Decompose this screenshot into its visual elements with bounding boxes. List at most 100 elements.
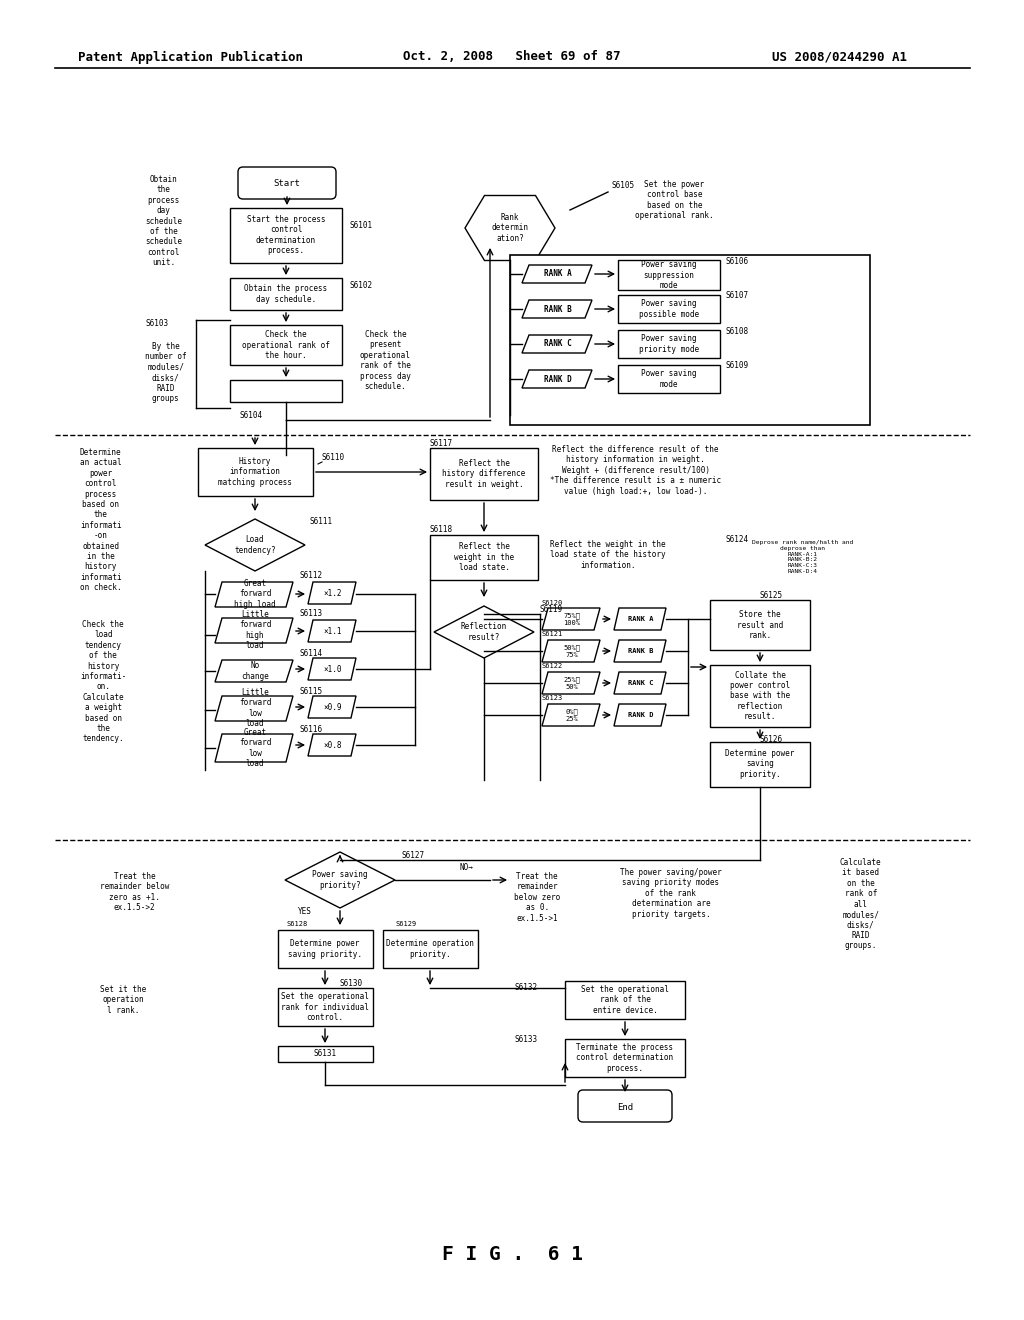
Text: Great
forward
high load: Great forward high load — [234, 579, 275, 609]
Text: RANK A: RANK A — [544, 269, 571, 279]
FancyBboxPatch shape — [618, 330, 720, 358]
Text: ×1.1: ×1.1 — [324, 627, 342, 635]
Text: Set the operational
rank of the
entire device.: Set the operational rank of the entire d… — [581, 985, 669, 1015]
Text: 50%～
75%: 50%～ 75% — [563, 644, 581, 657]
Text: End: End — [616, 1102, 633, 1111]
Text: Determine power
saving priority.: Determine power saving priority. — [288, 940, 362, 958]
Text: S6126: S6126 — [760, 735, 783, 744]
Polygon shape — [215, 696, 293, 721]
Text: Set the power
control base
based on the
operational rank.: Set the power control base based on the … — [635, 180, 714, 220]
FancyBboxPatch shape — [230, 279, 342, 310]
Text: S6111: S6111 — [310, 517, 333, 527]
Polygon shape — [434, 606, 534, 657]
Text: US 2008/0244290 A1: US 2008/0244290 A1 — [772, 50, 907, 63]
Text: Start: Start — [273, 178, 300, 187]
Text: Power saving
suppression
mode: Power saving suppression mode — [641, 260, 696, 290]
Text: Check the
load
tendency
of the
history
informati-
on.
Calculate
a weight
based o: Check the load tendency of the history i… — [80, 620, 126, 743]
Text: Determine operation
priority.: Determine operation priority. — [386, 940, 474, 958]
Text: S6133: S6133 — [515, 1035, 538, 1044]
Text: S6116: S6116 — [300, 726, 324, 734]
Polygon shape — [308, 734, 356, 756]
Text: Set the operational
rank for individual
control.: Set the operational rank for individual … — [281, 993, 369, 1022]
Text: S6115: S6115 — [300, 688, 324, 697]
FancyBboxPatch shape — [383, 931, 478, 968]
FancyBboxPatch shape — [430, 535, 538, 579]
FancyBboxPatch shape — [510, 255, 870, 425]
Text: Treat the
remainder below
zero as +1.
ex.1.5->2: Treat the remainder below zero as +1. ex… — [100, 873, 169, 912]
Text: S6132: S6132 — [515, 983, 538, 993]
Polygon shape — [522, 265, 592, 282]
FancyBboxPatch shape — [710, 665, 810, 727]
FancyBboxPatch shape — [618, 366, 720, 393]
FancyBboxPatch shape — [430, 447, 538, 500]
Text: ×0.8: ×0.8 — [324, 741, 342, 750]
Text: S6128: S6128 — [287, 921, 308, 927]
Text: YES: YES — [298, 908, 312, 916]
Text: S6112: S6112 — [300, 572, 324, 581]
Text: Power saving
priority?: Power saving priority? — [312, 870, 368, 890]
Text: S6106: S6106 — [726, 256, 750, 265]
Polygon shape — [308, 657, 356, 680]
Polygon shape — [465, 195, 555, 260]
Text: Load
tendency?: Load tendency? — [234, 536, 275, 554]
FancyBboxPatch shape — [230, 325, 342, 366]
FancyBboxPatch shape — [565, 981, 685, 1019]
Text: RANK C: RANK C — [544, 339, 571, 348]
FancyBboxPatch shape — [710, 601, 810, 649]
Text: RANK D: RANK D — [544, 375, 571, 384]
Polygon shape — [542, 640, 600, 663]
Polygon shape — [522, 335, 592, 352]
Text: S6117: S6117 — [430, 438, 454, 447]
FancyBboxPatch shape — [278, 931, 373, 968]
Text: Reflection
result?: Reflection result? — [461, 622, 507, 642]
Text: S6108: S6108 — [726, 326, 750, 335]
FancyBboxPatch shape — [710, 742, 810, 787]
Text: S6125: S6125 — [760, 591, 783, 601]
Text: S6102: S6102 — [350, 281, 373, 289]
Text: Great
forward
low
load: Great forward low load — [239, 727, 271, 768]
Polygon shape — [542, 704, 600, 726]
Text: S6127: S6127 — [402, 851, 425, 861]
Polygon shape — [205, 519, 305, 572]
Text: Collate the
power control
base with the
reflection
result.: Collate the power control base with the … — [730, 671, 791, 721]
Polygon shape — [614, 609, 666, 630]
Polygon shape — [215, 734, 293, 762]
Text: RANK B: RANK B — [544, 305, 571, 314]
Text: Reflect the
weight in the
load state.: Reflect the weight in the load state. — [454, 543, 514, 572]
FancyBboxPatch shape — [565, 1039, 685, 1077]
Text: S6109: S6109 — [726, 362, 750, 371]
FancyBboxPatch shape — [230, 380, 342, 403]
Polygon shape — [215, 582, 293, 607]
Text: RANK C: RANK C — [629, 680, 653, 686]
Text: Start the process
control
determination
process.: Start the process control determination … — [247, 215, 326, 255]
Polygon shape — [542, 672, 600, 694]
Text: 0%～
25%: 0%～ 25% — [565, 709, 579, 722]
Text: Little
forward
low
load: Little forward low load — [239, 688, 271, 729]
Text: Terminate the process
control determination
process.: Terminate the process control determinat… — [577, 1043, 674, 1073]
Text: S6118: S6118 — [430, 525, 454, 535]
Text: Deprose rank name/halth and
deprose than
RANK-A:1
RANK-B:2
RANK-C:3
RANK-D:4: Deprose rank name/halth and deprose than… — [752, 540, 853, 574]
Polygon shape — [285, 851, 395, 908]
Text: Treat the
remainder
below zero
as 0.
ex.1.5->1: Treat the remainder below zero as 0. ex.… — [514, 873, 560, 923]
Polygon shape — [614, 640, 666, 663]
Text: Determine power
saving
priority.: Determine power saving priority. — [725, 750, 795, 779]
Text: Check the
operational rank of
the hour.: Check the operational rank of the hour. — [242, 330, 330, 360]
Text: Patent Application Publication: Patent Application Publication — [78, 50, 302, 63]
Text: S6103: S6103 — [145, 319, 168, 329]
FancyBboxPatch shape — [578, 1090, 672, 1122]
FancyBboxPatch shape — [618, 294, 720, 323]
Polygon shape — [215, 660, 293, 682]
FancyBboxPatch shape — [238, 168, 336, 199]
Text: Power saving
priority mode: Power saving priority mode — [639, 334, 699, 354]
Text: Little
forward
high
load: Little forward high load — [239, 610, 271, 651]
Polygon shape — [614, 704, 666, 726]
Text: Reflect the weight in the
load state of the history
information.: Reflect the weight in the load state of … — [550, 540, 666, 570]
Text: Reflect the
history difference
result in weight.: Reflect the history difference result in… — [442, 459, 525, 488]
Polygon shape — [215, 618, 293, 643]
Text: Obtain the process
day schedule.: Obtain the process day schedule. — [245, 284, 328, 304]
Text: Check the
present
operational
rank of the
process day
schedule.: Check the present operational rank of th… — [360, 330, 411, 391]
Text: RANK D: RANK D — [629, 711, 653, 718]
Polygon shape — [308, 696, 356, 718]
Text: S6129: S6129 — [395, 921, 416, 927]
Text: Rank
determin
ation?: Rank determin ation? — [492, 213, 528, 243]
